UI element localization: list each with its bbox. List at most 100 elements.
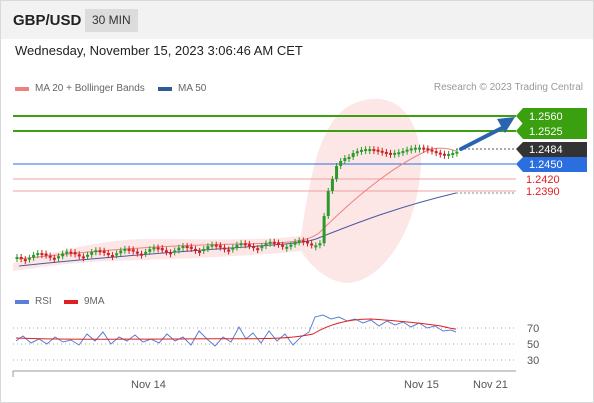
ma9-legend-label: 9MA	[84, 296, 105, 307]
candle-body	[384, 151, 388, 154]
candle-body	[115, 253, 119, 256]
candle-body	[330, 179, 334, 191]
candle-body	[90, 251, 94, 255]
candle-body	[44, 253, 48, 256]
ma9-line	[15, 318, 457, 340]
forecast-arrow-shaft	[459, 125, 506, 151]
x-axis-label-nov21: Nov 21	[473, 379, 508, 391]
candle-body	[110, 255, 114, 258]
candle-body	[434, 151, 438, 154]
candle-body	[297, 240, 301, 243]
candlestick-series	[15, 144, 459, 265]
candle-body	[227, 249, 231, 252]
price-label-6-text: 1.2390	[526, 186, 560, 198]
candle-body	[413, 147, 417, 150]
candle-body	[306, 241, 309, 244]
candle-body	[318, 243, 322, 246]
candle-body	[438, 152, 442, 155]
candle-body	[247, 243, 251, 247]
legend-ma50: MA 50	[158, 83, 206, 94]
candle-body	[173, 250, 177, 253]
candle-body	[94, 250, 98, 253]
candle-body	[326, 191, 330, 216]
candle-body	[347, 157, 351, 159]
candle-body	[73, 252, 77, 255]
candle-body	[239, 243, 243, 246]
candle-body	[127, 248, 131, 251]
candle-body	[359, 149, 363, 152]
price-label-2-text: 1.2525	[529, 126, 563, 138]
candle-body	[77, 254, 81, 257]
candle-body	[15, 257, 19, 259]
candle-body	[181, 246, 185, 249]
ma50-legend-label: MA 50	[178, 83, 207, 94]
candle-body	[169, 252, 173, 255]
candle-body	[276, 242, 280, 245]
candle-body	[409, 148, 413, 151]
candle-body	[264, 243, 268, 247]
candle-body	[123, 248, 127, 251]
x-axis-label-nov14: Nov 14	[131, 379, 166, 391]
timeframe-button[interactable]: 30 MIN	[85, 9, 138, 32]
candle-body	[206, 246, 210, 250]
candle-body	[218, 245, 222, 248]
candle-body	[252, 246, 256, 249]
candle-body	[52, 257, 56, 260]
legend-ma9: 9MA	[64, 296, 105, 307]
candle-body	[19, 257, 23, 260]
candle-body	[69, 251, 73, 254]
candle-body	[442, 153, 446, 156]
candle-body	[144, 251, 148, 254]
candle-body	[301, 240, 305, 243]
price-label-3: 1.2484	[516, 142, 587, 157]
ma20-legend-label: MA 20 + Bollinger Bands	[35, 83, 145, 94]
candle-body	[339, 161, 343, 166]
candle-body	[364, 149, 368, 152]
candle-body	[23, 259, 27, 262]
candle-body	[401, 151, 405, 154]
x-axis-label-nov15: Nov 15	[404, 379, 439, 391]
candle-body	[343, 158, 347, 161]
price-label-1-text: 1.2560	[529, 111, 563, 123]
candle-body	[86, 254, 90, 257]
candle-body	[177, 247, 181, 251]
candle-body	[198, 250, 202, 253]
candle-body	[335, 166, 339, 179]
candle-body	[223, 247, 226, 250]
candle-body	[393, 152, 397, 155]
candle-body	[368, 149, 372, 152]
candle-body	[355, 151, 359, 154]
candle-body	[260, 246, 264, 249]
ma20-swatch	[15, 86, 29, 91]
candle-body	[314, 245, 318, 248]
candle-body	[148, 249, 152, 252]
candle-body	[451, 153, 455, 156]
candle-body	[48, 255, 52, 258]
ma9-swatch	[64, 299, 78, 304]
candle-body	[65, 251, 69, 254]
candle-body	[351, 153, 355, 157]
candle-body	[193, 248, 197, 251]
price-label-3-text: 1.2484	[529, 144, 563, 156]
candle-body	[152, 247, 156, 250]
price-label-4: 1.2450	[516, 157, 587, 172]
candle-body	[268, 241, 272, 244]
candle-body	[447, 153, 451, 156]
candle-body	[281, 244, 285, 247]
candle-body	[160, 248, 164, 251]
candle-body	[61, 253, 65, 257]
candle-body	[81, 256, 85, 259]
candle-body	[119, 250, 123, 254]
candle-body	[106, 252, 110, 256]
candle-body	[380, 150, 384, 153]
candle-body	[164, 250, 168, 253]
price-label-5-text: 1.2420	[526, 174, 560, 186]
candle-body	[210, 244, 214, 247]
legend-rsi: RSI	[15, 296, 52, 307]
candle-body	[185, 246, 189, 249]
price-label-4-text: 1.2450	[529, 159, 563, 171]
candle-body	[32, 254, 36, 258]
symbol-label: GBP/USD	[13, 12, 82, 29]
